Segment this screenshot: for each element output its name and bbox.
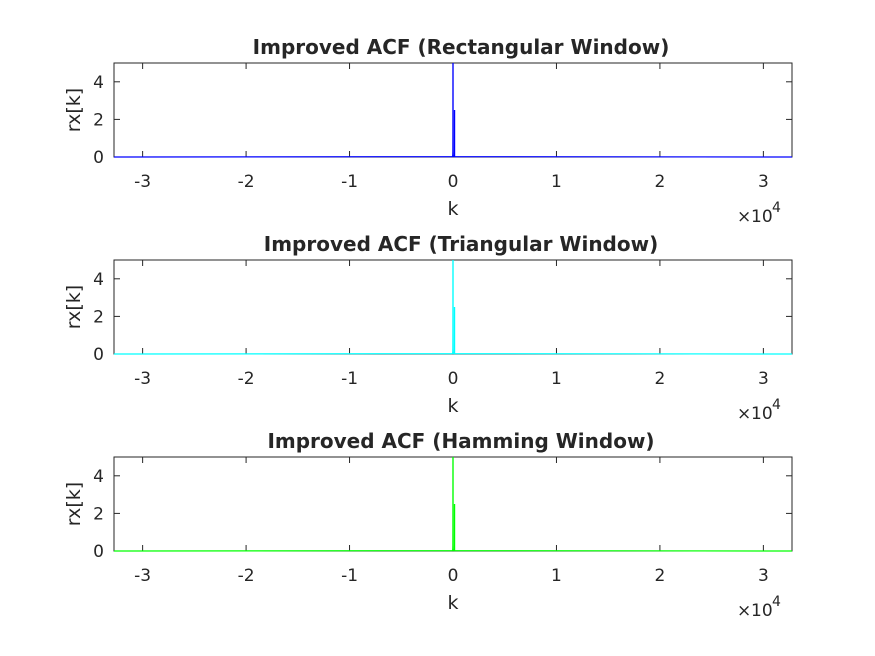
y-axis-label: rx[k] — [63, 482, 85, 526]
x-tick-label: 3 — [758, 369, 769, 389]
multiplier-times: × — [737, 601, 751, 621]
multiplier-exponent: 4 — [772, 200, 781, 216]
x-tick-label: -3 — [134, 369, 151, 389]
x-axis-multiplier: × 10 4 — [737, 200, 781, 227]
y-tick-label: 4 — [93, 270, 104, 290]
y-tick-label: 2 — [93, 110, 104, 130]
subplot-2: -3 -2 -1 0 1 2 3 0 2 4 Improved ACF (Triangular Wi… — [63, 232, 793, 424]
subplot-title: Improved ACF (Rectangular Window) — [253, 35, 670, 59]
x-tick-label: 0 — [448, 566, 459, 586]
x-tick-label: 3 — [758, 566, 769, 586]
x-tick-label: 2 — [655, 172, 666, 192]
x-tick-label: -3 — [134, 172, 151, 192]
x-axis-label: k — [447, 592, 458, 614]
multiplier-exponent: 4 — [772, 594, 781, 610]
y-axis-label: rx[k] — [63, 88, 85, 132]
x-tick-label: -3 — [134, 566, 151, 586]
multiplier-base: 10 — [751, 404, 773, 424]
multiplier-exponent: 4 — [772, 397, 781, 413]
x-tick-label: -1 — [341, 369, 358, 389]
multiplier-times: × — [737, 404, 751, 424]
multiplier-times: × — [737, 207, 751, 227]
y-tick-label: 0 — [93, 148, 104, 168]
subplot-title: Improved ACF (Hamming Window) — [267, 429, 654, 453]
x-tick-label: 2 — [655, 369, 666, 389]
y-axis-label: rx[k] — [63, 285, 85, 329]
x-axis-label: k — [447, 198, 458, 220]
y-tick-label: 0 — [93, 542, 104, 562]
x-tick-label: 2 — [655, 566, 666, 586]
x-axis-multiplier: × 10 4 — [737, 594, 781, 621]
multiplier-base: 10 — [751, 207, 773, 227]
y-tick-label: 4 — [93, 73, 104, 93]
y-tick-label: 2 — [93, 504, 104, 524]
y-tick-label: 4 — [93, 467, 104, 487]
x-tick-label: 1 — [551, 566, 562, 586]
subplot-1: -3 -2 -1 0 1 2 3 0 2 4 Improved ACF (Rectangular W… — [63, 35, 793, 227]
subplot-3: -3 -2 -1 0 1 2 3 0 2 4 Improved ACF (Hamming Windo… — [63, 429, 793, 621]
x-tick-label: -2 — [238, 369, 255, 389]
subplot-title: Improved ACF (Triangular Window) — [264, 232, 658, 256]
x-tick-label: 0 — [448, 172, 459, 192]
x-axis-multiplier: × 10 4 — [737, 397, 781, 424]
x-tick-label: -2 — [238, 172, 255, 192]
x-tick-label: 1 — [551, 172, 562, 192]
x-tick-label: 3 — [758, 172, 769, 192]
x-tick-label: -2 — [238, 566, 255, 586]
x-tick-label: -1 — [341, 566, 358, 586]
multiplier-base: 10 — [751, 601, 773, 621]
y-tick-label: 2 — [93, 307, 104, 327]
y-tick-label: 0 — [93, 345, 104, 365]
x-tick-label: 1 — [551, 369, 562, 389]
x-axis-label: k — [447, 395, 458, 417]
x-tick-label: -1 — [341, 172, 358, 192]
x-tick-label: 0 — [448, 369, 459, 389]
